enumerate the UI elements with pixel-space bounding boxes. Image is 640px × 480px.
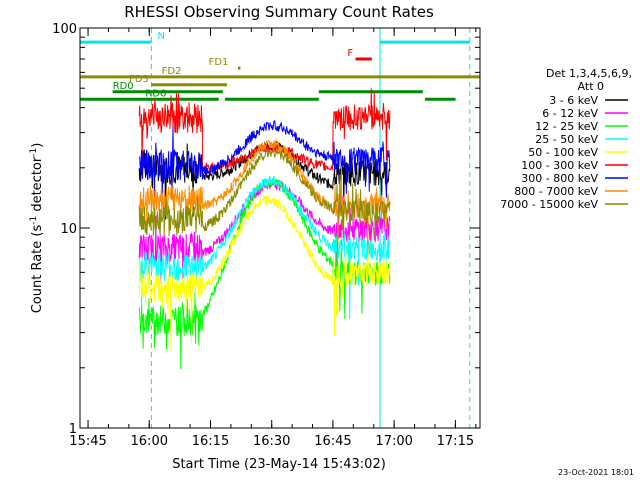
x-tick-label-4: 16:45 xyxy=(314,434,351,449)
chart-title: RHESSI Observing Summary Count Rates xyxy=(124,3,434,21)
footer-timestamp: 23-Oct-2021 18:01 xyxy=(558,468,634,477)
flag-label-n: N xyxy=(158,31,165,42)
legend-label-0: 3 - 6 keV xyxy=(549,94,598,107)
y-tick-label-2: 100 xyxy=(52,22,77,37)
legend-label-5: 100 - 300 keV xyxy=(521,159,598,172)
x-tick-label-2: 16:15 xyxy=(192,434,229,449)
series-line-7 xyxy=(138,138,391,256)
flag-label-rd0: RD0 xyxy=(113,81,134,92)
y-axis-label: Count Rate (s-1 detector-1) xyxy=(29,143,45,314)
series-line-8 xyxy=(138,147,391,243)
legend-label-3: 25 - 50 keV xyxy=(535,133,598,146)
x-tick-label-6: 17:15 xyxy=(437,434,474,449)
series-line-3 xyxy=(138,175,391,320)
flag-label-fd3: FD3 xyxy=(129,74,149,85)
flag-label-fd1: FD1 xyxy=(209,57,229,68)
flag-label-f: F xyxy=(347,48,353,59)
series-line-6 xyxy=(139,119,391,207)
y-tick-label-1: 10 xyxy=(60,222,77,237)
x-tick-label-3: 16:30 xyxy=(253,434,290,449)
x-tick-label-5: 17:00 xyxy=(375,434,412,449)
x-tick-label-1: 16:00 xyxy=(131,434,168,449)
series-line-4 xyxy=(138,194,391,351)
legend-label-4: 50 - 100 keV xyxy=(528,146,598,159)
legend-header-2: Att 0 xyxy=(578,80,604,93)
legend-label-1: 6 - 12 keV xyxy=(542,107,598,120)
flag-label-fd2: FD2 xyxy=(162,66,182,77)
legend-header-1: Det 1,3,4,5,6,9, xyxy=(546,67,632,80)
x-axis-label: Start Time (23-May-14 15:43:02) xyxy=(172,457,386,472)
legend-label-7: 800 - 7000 keV xyxy=(514,185,598,198)
series-line-5 xyxy=(138,88,391,173)
plot-frame xyxy=(79,27,481,429)
x-tick-label-0: 15:45 xyxy=(69,434,106,449)
legend-label-6: 300 - 800 keV xyxy=(521,172,598,185)
flag-label-rd6: RD6 xyxy=(145,88,166,99)
legend-label-2: 12 - 25 keV xyxy=(535,120,598,133)
legend-label-8: 7000 - 15000 keV xyxy=(500,198,598,211)
y-tick-label-0: 1 xyxy=(69,422,77,437)
